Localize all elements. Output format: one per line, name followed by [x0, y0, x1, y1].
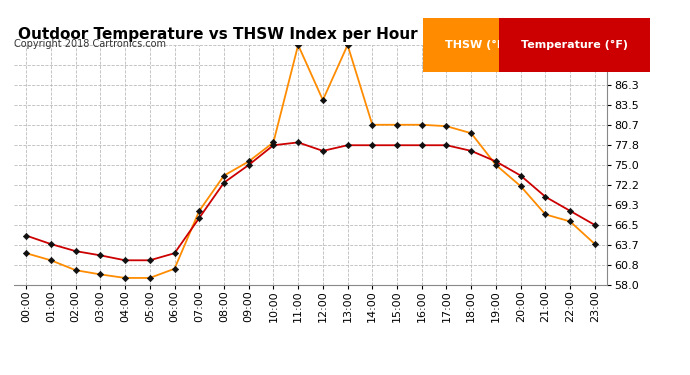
Text: THSW (°F): THSW (°F)	[445, 40, 509, 50]
Title: Outdoor Temperature vs THSW Index per Hour (24 Hours) 20180731: Outdoor Temperature vs THSW Index per Ho…	[17, 27, 604, 42]
Text: Temperature (°F): Temperature (°F)	[521, 40, 628, 50]
Text: Copyright 2018 Cartronics.com: Copyright 2018 Cartronics.com	[14, 39, 166, 50]
